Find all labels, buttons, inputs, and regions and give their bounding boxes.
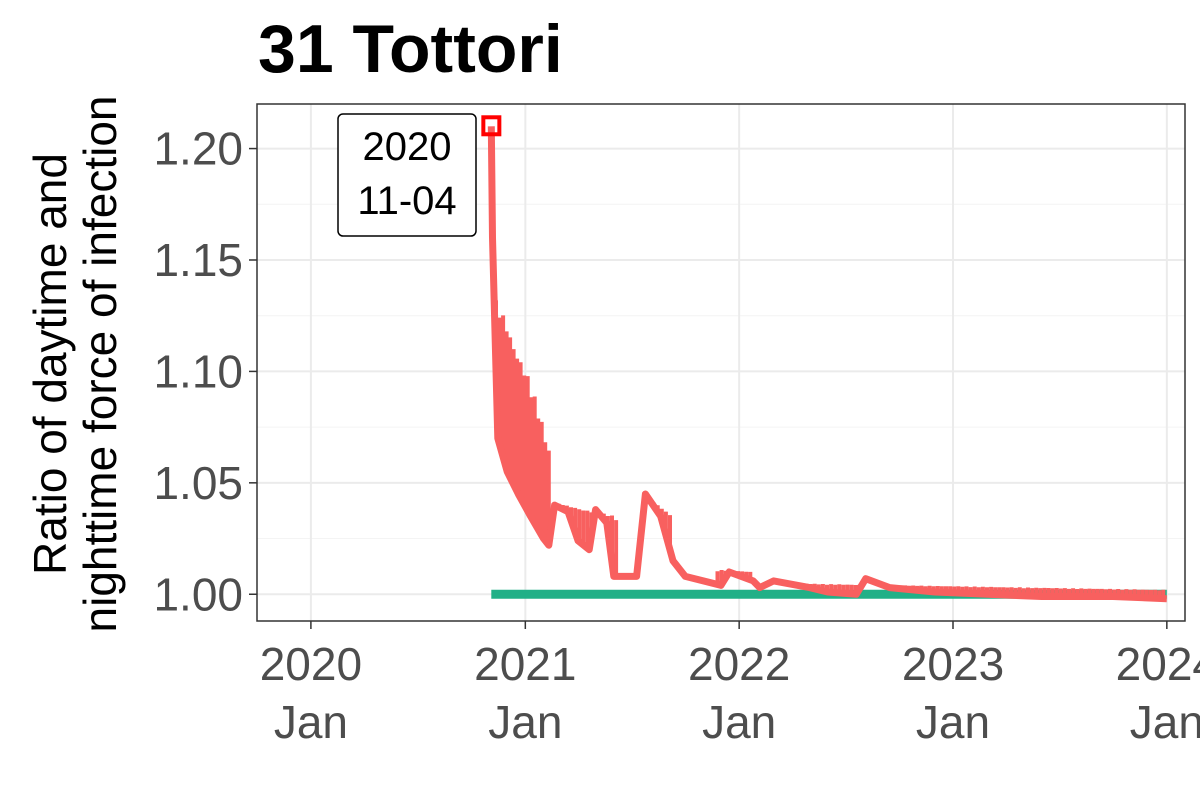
x-tick-month: Jan (274, 696, 348, 748)
annotation-label-line: 2020 (363, 125, 452, 169)
x-tick-month: Jan (488, 696, 562, 748)
x-axis: 2020 Jan 2021 Jan 2022 Jan 2023 Jan 2024 Jan (260, 621, 1200, 748)
x-tick-year: 2021 (474, 638, 576, 690)
y-axis: 1.00 1.05 1.10 1.15 1.20 (153, 123, 257, 620)
annotation-label-line: 11-04 (357, 179, 456, 223)
series-layer (487, 126, 1167, 603)
y-tick-label: 1.15 (153, 234, 243, 286)
x-tick-year: 2020 (260, 638, 362, 690)
x-tick-month: Jan (702, 696, 776, 748)
y-tick-label: 1.20 (153, 123, 243, 175)
y-tick-label: 1.00 (153, 568, 243, 620)
date-annotation: 2020 11-04 (337, 113, 502, 237)
x-tick-year: 2023 (902, 638, 1004, 690)
x-tick-month: Jan (916, 696, 990, 748)
series-line-0 (487, 126, 1167, 603)
y-axis-title: Ratio of daytime and nighttime force of … (24, 96, 126, 633)
series-group-0 (487, 126, 1167, 603)
y-axis-title-line-2: nighttime force of infection (74, 96, 126, 633)
y-axis-title-line-1: Ratio of daytime and (24, 153, 76, 575)
y-tick-label: 1.05 (153, 457, 243, 509)
y-tick-label: 1.10 (153, 345, 243, 397)
chart-title: 31 Tottori (258, 11, 563, 87)
annotation-box (337, 113, 477, 237)
annotation-marker (481, 115, 502, 137)
x-tick-year: 2024 (1116, 638, 1200, 690)
x-tick-month: Jan (1130, 696, 1200, 748)
x-tick-year: 2022 (688, 638, 790, 690)
plot-border (256, 103, 1186, 622)
